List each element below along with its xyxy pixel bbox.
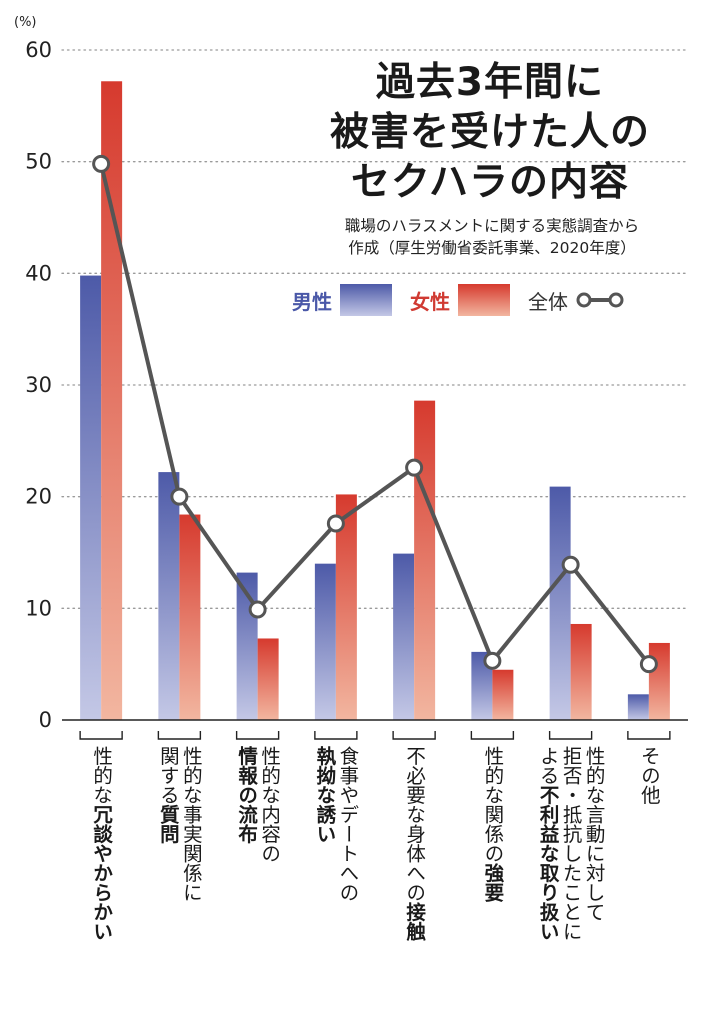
category-label-emphasis: 冗談やからかい <box>89 804 113 942</box>
category-label: 性的な言動に対して 拒否・抵抗したことに よる不利益な取り扱い <box>536 746 605 941</box>
total-point <box>326 514 345 533</box>
total-point <box>639 655 658 674</box>
bar-female <box>414 400 436 720</box>
category-bracket <box>392 731 436 740</box>
category-label: その他 <box>637 746 660 805</box>
total-point <box>170 487 189 506</box>
subtitle-line: 作成（厚生労働省委託事業、2020年度） <box>348 239 636 257</box>
title-line: セクハラの内容 <box>350 160 630 205</box>
category-label-emphasis: 接触 <box>402 902 426 941</box>
y-tick-label: 60 <box>25 38 52 62</box>
total-line-series <box>92 154 658 674</box>
bar-female <box>570 623 592 720</box>
category-bracket <box>79 731 123 740</box>
chart-subtitle: 職場のハラスメントに関する実態調査から 作成（厚生労働省委託事業、2020年度） <box>292 215 692 259</box>
category-label: 性的な事実関係に 関する質問 <box>156 746 202 902</box>
category-bracket <box>470 731 515 740</box>
category-label-text: よる <box>536 746 560 785</box>
category-label: 性的な関係の強要 <box>481 746 504 902</box>
bar-male <box>80 275 102 720</box>
total-line <box>99 163 651 666</box>
category-label: 性的な冗談やからかい <box>90 746 113 941</box>
category-label-text: 性的な事実関係に <box>179 746 203 902</box>
bar-male <box>314 563 336 720</box>
category-brackets <box>79 731 671 740</box>
category-bracket <box>235 731 280 740</box>
bar-male <box>549 486 571 720</box>
category-label-text: 関する <box>156 746 180 805</box>
bar-female <box>648 642 670 720</box>
category-label-text: その他 <box>637 746 661 805</box>
bar-female <box>179 514 201 720</box>
legend-swatch-female <box>458 284 510 316</box>
legend-label-male: 男性 <box>292 289 332 314</box>
category-label-text: 性的な言動に対して <box>582 746 606 922</box>
legend-line-marker-icon <box>576 292 624 308</box>
y-tick-label: 20 <box>25 485 52 509</box>
y-axis-unit: (%) <box>14 15 37 30</box>
legend-item-female: 女性 <box>410 284 510 316</box>
category-label: 性的な内容の 情報の流布 <box>235 746 281 863</box>
category-label-emphasis: 情報の流布 <box>234 746 258 844</box>
title-line: 被害を受けた人の <box>329 110 650 155</box>
legend: 男性 女性 全体 <box>292 283 642 317</box>
chart-title: 過去3年間に 被害を受けた人の セクハラの内容 <box>285 58 695 208</box>
subtitle-line: 職場のハラスメントに関する実態調査から <box>344 217 640 235</box>
y-axis-ticks: 0 10 20 30 40 50 60 <box>25 38 52 732</box>
legend-label-total: 全体 <box>528 289 568 314</box>
category-label-text: 性的な <box>89 746 113 805</box>
bar-male <box>393 553 415 720</box>
category-bracket <box>548 731 593 740</box>
y-tick-label: 50 <box>25 150 52 174</box>
category-label-emphasis: 質問 <box>156 804 180 844</box>
category-label-text: 性的な関係の <box>480 746 504 863</box>
category-label: 食事やデートへの 執拗な誘い <box>313 746 359 902</box>
category-label-emphasis: 強要 <box>480 863 504 902</box>
category-label-emphasis: 執拗な誘い <box>312 746 336 844</box>
category-label-text: 性的な内容の <box>257 746 281 863</box>
bar-female <box>492 669 514 720</box>
category-bracket <box>157 731 202 740</box>
category-label-emphasis: 不利益な取り扱い <box>536 785 560 941</box>
bar-female <box>101 81 123 721</box>
bar-male <box>627 694 649 720</box>
bar-male <box>471 651 493 720</box>
category-bracket <box>314 731 358 740</box>
bar-male <box>158 472 180 720</box>
category-label: 不必要な身体への接触 <box>403 746 426 941</box>
legend-swatch-male <box>340 284 392 316</box>
bar-female <box>335 494 357 720</box>
y-tick-label: 30 <box>25 373 52 397</box>
y-tick-label: 40 <box>25 261 52 285</box>
category-label-text: 拒否・抵抗したことに <box>559 746 583 941</box>
bar-female <box>257 638 279 720</box>
y-tick-label: 0 <box>39 708 52 732</box>
total-point <box>483 651 502 670</box>
total-point <box>561 555 580 574</box>
category-label-text: 不必要な身体への <box>402 746 426 902</box>
legend-label-female: 女性 <box>410 289 450 314</box>
category-bracket <box>627 731 671 740</box>
y-tick-label: 10 <box>25 596 52 620</box>
total-point <box>405 458 424 477</box>
total-point <box>248 600 267 619</box>
total-point <box>92 154 111 173</box>
legend-item-total: 全体 <box>528 286 624 315</box>
category-label-text: 食事やデートへの <box>335 746 359 902</box>
title-line: 過去3年間に <box>375 60 605 105</box>
legend-item-male: 男性 <box>292 284 392 316</box>
